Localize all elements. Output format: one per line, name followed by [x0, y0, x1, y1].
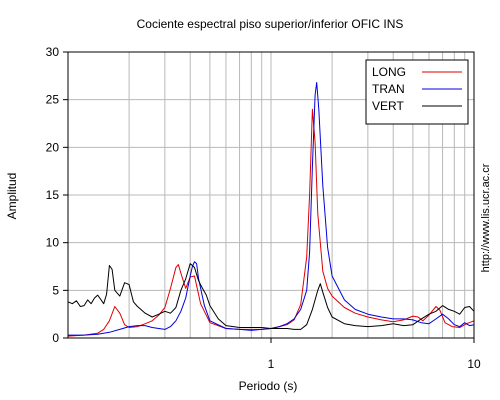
chart-title: Cociente espectral piso superior/inferio…	[137, 17, 404, 31]
legend-label-long: LONG	[372, 65, 406, 79]
x-axis-label: Periodo (s)	[239, 379, 298, 393]
legend: LONG TRAN VERT	[365, 59, 469, 125]
y-tick-label: 15	[46, 188, 60, 202]
series-line-vert	[67, 263, 475, 330]
y-tick-label: 0	[52, 331, 59, 345]
legend-label-tran: TRAN	[372, 82, 405, 96]
series-line-tran	[68, 82, 475, 336]
axis-ticks: 0 5 10 15 20 25 30 1 10	[46, 45, 481, 371]
y-axis-label: Amplitud	[5, 173, 19, 220]
website-note: http://www.lis.ucr.ac.cr	[480, 163, 492, 272]
legend-box	[365, 59, 469, 125]
legend-label-vert: VERT	[372, 99, 404, 113]
series-lines	[67, 82, 475, 337]
x-tick-label: 1	[268, 357, 275, 371]
y-tick-label: 10	[46, 236, 60, 250]
y-tick-label: 5	[52, 283, 59, 297]
y-tick-label: 20	[46, 140, 60, 154]
grid	[68, 52, 474, 338]
y-tick-label: 25	[46, 93, 60, 107]
y-tick-label: 30	[46, 45, 60, 59]
x-tick-label: 10	[467, 357, 481, 371]
